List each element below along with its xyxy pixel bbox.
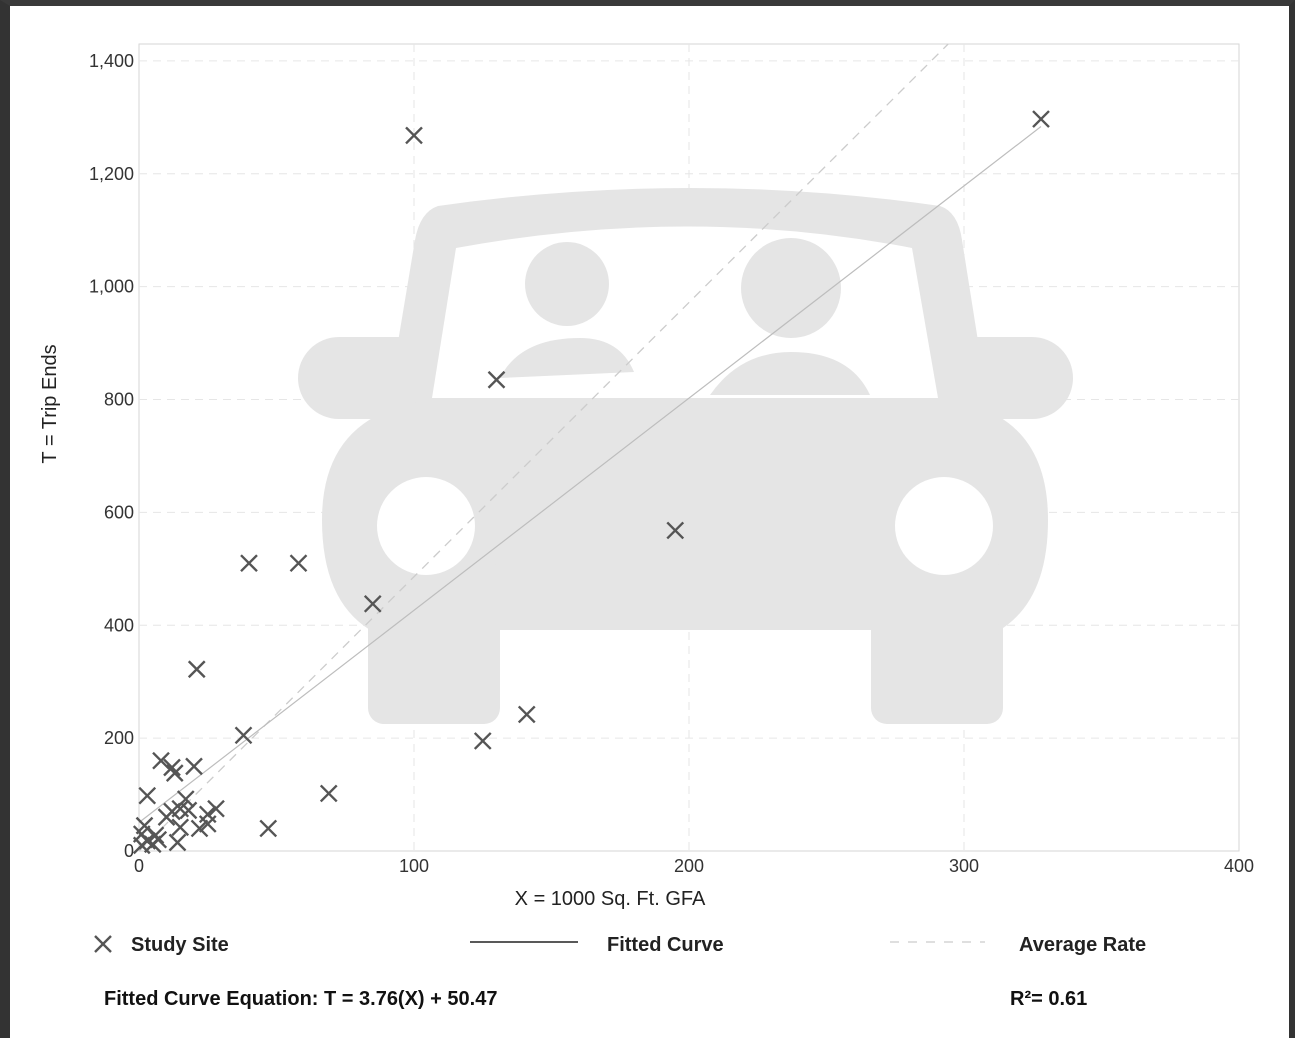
y-tick-label: 1,400 xyxy=(89,51,134,71)
study-site-point xyxy=(190,819,209,838)
y-tick-label: 1,200 xyxy=(89,164,134,184)
study-site-point xyxy=(319,784,338,803)
y-tick-label: 400 xyxy=(104,615,134,635)
car-with-passengers-icon xyxy=(298,188,1073,724)
study-site-point xyxy=(487,370,506,389)
y-tick-label: 600 xyxy=(104,502,134,522)
average-rate-line xyxy=(138,43,949,852)
study-site-points xyxy=(132,110,1050,855)
y-tick-label: 200 xyxy=(104,728,134,748)
study-site-point xyxy=(207,799,225,818)
study-site-point xyxy=(405,126,423,145)
y-axis-label: T = Trip Ends xyxy=(39,344,61,463)
study-site-point xyxy=(198,805,217,824)
study-site-point xyxy=(517,705,536,724)
fitted-curve-equation: Fitted Curve Equation: T = 3.76(X) + 50.… xyxy=(104,988,498,1010)
y-tick-label: 0 xyxy=(124,841,134,861)
study-site-point xyxy=(171,818,190,837)
study-site-point xyxy=(163,758,181,777)
study-site-point xyxy=(234,726,253,745)
x-tick-label: 400 xyxy=(1224,856,1254,876)
x-tick-label: 100 xyxy=(399,856,429,876)
study-site-point xyxy=(1032,110,1050,128)
study-site-point xyxy=(473,732,492,750)
study-site-point xyxy=(179,801,198,820)
fitted-curve-line xyxy=(138,126,1042,823)
study-site-point xyxy=(187,660,206,679)
y-axis-ticks: 0 200 400 600 800 1,000 1,200 1,400 xyxy=(89,51,134,861)
x-axis-ticks: 0 100 200 300 400 xyxy=(134,856,1254,876)
study-site-point xyxy=(138,786,157,805)
legend-marker-study-site xyxy=(94,935,112,953)
legend-label-average-rate: Average Rate xyxy=(1019,934,1146,956)
x-axis-label: X = 1000 Sq. Ft. GFA xyxy=(515,888,706,910)
study-site-point xyxy=(185,757,203,776)
study-site-point xyxy=(289,554,308,573)
legend: Study Site Fitted Curve Average Rate xyxy=(94,934,1146,956)
x-tick-label: 200 xyxy=(674,856,704,876)
study-site-point xyxy=(146,826,165,845)
y-tick-label: 800 xyxy=(104,390,134,410)
study-site-point xyxy=(240,554,258,573)
legend-label-fitted-curve: Fitted Curve xyxy=(607,934,724,956)
study-site-point xyxy=(259,819,278,838)
study-site-point xyxy=(176,790,195,808)
study-site-point xyxy=(165,764,184,782)
legend-label-study-site: Study Site xyxy=(131,934,229,956)
x-tick-label: 0 xyxy=(134,856,144,876)
y-tick-label: 1,000 xyxy=(89,277,134,297)
study-site-point xyxy=(149,830,168,849)
study-site-point xyxy=(168,833,187,852)
r-squared-value: R²= 0.61 xyxy=(1010,988,1088,1010)
study-site-point xyxy=(363,594,382,613)
study-site-point xyxy=(666,521,685,540)
x-tick-label: 300 xyxy=(949,856,979,876)
